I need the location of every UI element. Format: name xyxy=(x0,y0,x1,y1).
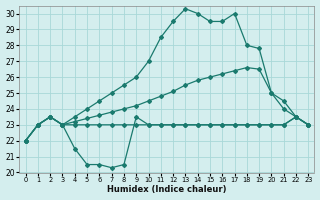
X-axis label: Humidex (Indice chaleur): Humidex (Indice chaleur) xyxy=(107,185,227,194)
